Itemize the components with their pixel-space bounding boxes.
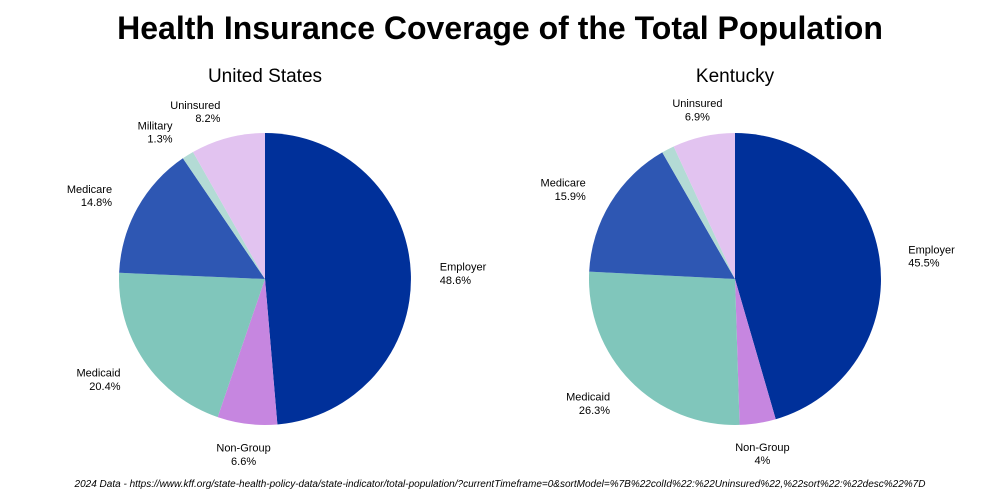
- pie-slice-medicaid[interactable]: [588, 271, 740, 426]
- pie-slice-uninsured[interactable]: [193, 133, 265, 279]
- slice-label-value: 14.8%: [81, 197, 112, 209]
- slice-label-name: Employer: [908, 244, 955, 256]
- slice-label-name: Non-Group: [735, 442, 789, 454]
- slice-label-value: 1.3%: [147, 134, 172, 146]
- slice-label-value: 45.5%: [908, 258, 939, 270]
- slice-label-employer: Employer 45.5%: [908, 244, 955, 269]
- slice-label-medicare: Medicare 14.8%: [67, 184, 112, 209]
- pie-slice-non-group[interactable]: [217, 279, 278, 425]
- pie-chart-united-states: United States Employer 48.6% Non-Group 6.6% M…: [67, 66, 487, 468]
- slice-label-name: Medicaid: [566, 392, 610, 404]
- pie-slice-medicare[interactable]: [589, 152, 735, 279]
- slice-label-value: 20.4%: [89, 381, 120, 393]
- slice-label-medicaid: Medicaid 20.4%: [76, 368, 120, 393]
- slice-label-value: 6.9%: [685, 111, 710, 123]
- pie-slice-medicaid[interactable]: [118, 272, 265, 418]
- pie-slice-employer[interactable]: [265, 133, 411, 425]
- slice-label-military: Military 1.3%: [138, 120, 173, 145]
- source-footnote: 2024 Data - https://www.kff.org/state-he…: [74, 479, 926, 490]
- pie-slice-medicare[interactable]: [119, 158, 265, 279]
- pie-slice-non-group[interactable]: [735, 279, 776, 425]
- slice-label-value: 4%: [754, 455, 770, 467]
- slice-label-value: 48.6%: [440, 275, 471, 287]
- pie-slice-military[interactable]: [182, 151, 265, 279]
- slice-label-non-group: Non-Group 6.6%: [216, 443, 270, 468]
- slice-label-name: Employer: [440, 262, 487, 274]
- pie-slice-military[interactable]: [662, 146, 735, 279]
- slice-label-name: Medicare: [67, 184, 112, 196]
- slice-label-medicare: Medicare 15.9%: [541, 178, 586, 203]
- slice-label-non-group: Non-Group 4%: [735, 442, 789, 467]
- slice-label-uninsured: Uninsured 8.2%: [170, 100, 220, 125]
- slice-label-name: Medicare: [541, 178, 586, 190]
- slice-label-name: Uninsured: [672, 98, 722, 110]
- slice-label-value: 8.2%: [195, 113, 220, 125]
- pie-slice-uninsured[interactable]: [673, 133, 735, 279]
- slice-label-name: Non-Group: [216, 443, 270, 455]
- chart-title: United States: [208, 66, 322, 87]
- slice-label-name: Uninsured: [170, 100, 220, 112]
- slice-label-employer: Employer 48.6%: [440, 262, 487, 287]
- slice-label-name: Military: [138, 120, 173, 132]
- slice-label-uninsured: Uninsured 6.9%: [672, 98, 722, 123]
- slice-label-medicaid: Medicaid 26.3%: [566, 392, 610, 417]
- pie-chart-kentucky: Kentucky Employer 45.5% Non-Group 4% Medicaid…: [541, 66, 956, 467]
- pie-slice-employer[interactable]: [735, 133, 881, 420]
- chart-main-title: Health Insurance Coverage of the Total P…: [117, 10, 883, 46]
- slice-label-value: 15.9%: [555, 191, 586, 203]
- slice-label-value: 26.3%: [579, 405, 610, 417]
- slice-label-name: Medicaid: [76, 368, 120, 380]
- slice-label-value: 6.6%: [231, 456, 256, 468]
- chart-title: Kentucky: [696, 66, 775, 87]
